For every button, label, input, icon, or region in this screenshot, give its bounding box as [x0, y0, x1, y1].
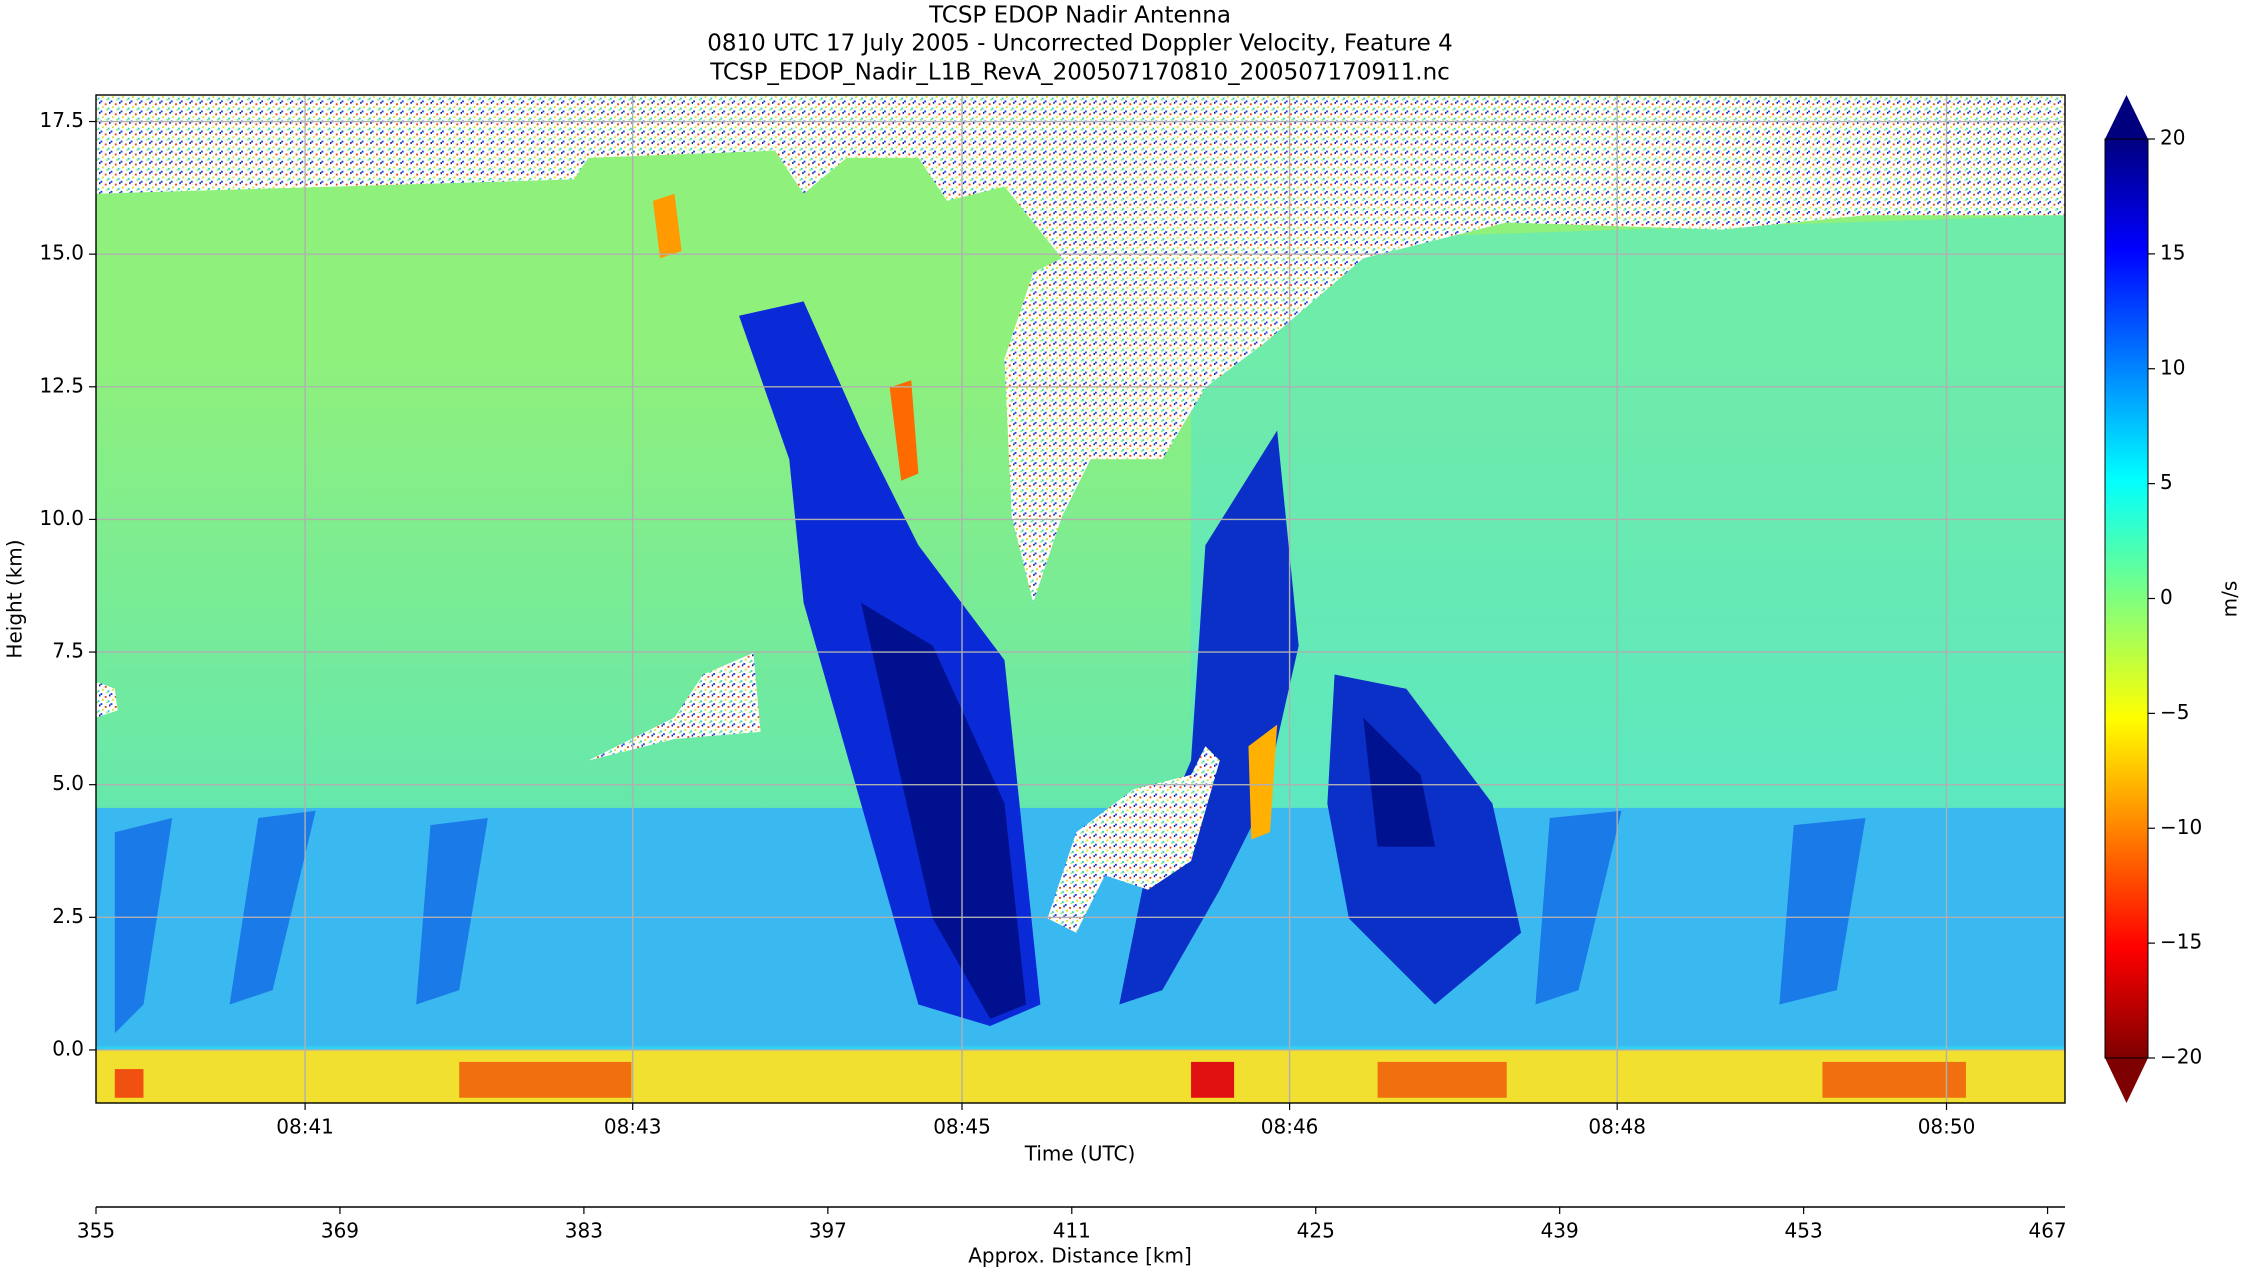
streak — [1248, 724, 1278, 840]
x-tick-label: 08:46 — [1261, 1115, 1319, 1139]
chart-subtitle: TCSP_EDOP_Nadir_L1B_RevA_200507170810_20… — [709, 60, 1450, 86]
x2-tick-label: 467 — [2028, 1219, 2066, 1243]
streak — [114, 817, 173, 1034]
streak — [416, 817, 488, 1005]
x2-tick-label: 369 — [321, 1219, 359, 1243]
surface-line — [96, 1046, 2065, 1051]
noise-region — [588, 652, 761, 761]
noise-region — [1047, 746, 1220, 933]
x2-tick-label: 355 — [77, 1219, 115, 1243]
y-tick-label: 15.0 — [39, 241, 84, 265]
noise-region — [96, 681, 118, 718]
surface-band — [96, 1047, 2065, 1104]
plume-core — [1363, 717, 1435, 847]
plot-frame — [95, 94, 2066, 1104]
y-tick-label: 0.0 — [52, 1036, 84, 1060]
x2-tick-label: 453 — [1785, 1219, 1823, 1243]
streak — [1779, 817, 1866, 1005]
x-tick-label: 08:50 — [1918, 1115, 1976, 1139]
chart-title: TCSP EDOP Nadir Antenna — [928, 3, 1231, 29]
colorbar-tick-label: −20 — [2160, 1045, 2202, 1069]
surface-patch — [459, 1061, 632, 1098]
y-tick-label: 10.0 — [39, 506, 84, 530]
colorbar-tick-label: −10 — [2160, 815, 2202, 839]
plume-core — [860, 602, 1027, 1019]
colorbar-tick-label: 0 — [2160, 585, 2173, 609]
colorbar — [2105, 139, 2148, 1058]
x2-axis-label: Approx. Distance [km] — [968, 1244, 1192, 1268]
x2-tick-label: 425 — [1297, 1219, 1335, 1243]
x-tick-label: 08:43 — [604, 1115, 662, 1139]
x-tick-label: 08:45 — [933, 1115, 991, 1139]
streak — [229, 810, 316, 1005]
x2-tick-label: 383 — [565, 1219, 603, 1243]
x2-tick-label: 411 — [1053, 1219, 1091, 1243]
heatmap-field — [96, 94, 2065, 1104]
x-tick-label: 08:48 — [1588, 1115, 1646, 1139]
surface-patch — [1191, 1061, 1235, 1098]
colorbar-extend-min — [2105, 1058, 2148, 1103]
y-tick-label: 2.5 — [52, 904, 84, 928]
chart-subtitle: 0810 UTC 17 July 2005 - Uncorrected Dopp… — [707, 31, 1452, 57]
surface-patch — [1822, 1061, 1966, 1098]
y-axis-label: Height (km) — [3, 539, 27, 658]
colorbar-tick-label: −5 — [2160, 700, 2189, 724]
colorbar-tick-label: 10 — [2160, 355, 2185, 379]
x-tick-label: 08:41 — [276, 1115, 334, 1139]
colorbar-tick-label: 20 — [2160, 126, 2185, 150]
y-tick-label: 17.5 — [39, 108, 84, 132]
colorbar-tick-label: 5 — [2160, 470, 2173, 494]
colorbar-tick-label: 15 — [2160, 240, 2185, 264]
streak — [652, 193, 682, 259]
x-axis-label: Time (UTC) — [1024, 1142, 1136, 1166]
streak — [1535, 810, 1622, 1005]
surface-patch — [114, 1069, 144, 1098]
x2-tick-label: 397 — [809, 1219, 847, 1243]
colorbar-tick-label: −15 — [2160, 930, 2202, 954]
surface-patch — [1377, 1061, 1507, 1098]
y-tick-label: 5.0 — [52, 771, 84, 795]
y-tick-label: 12.5 — [39, 373, 84, 397]
colorbar-extend-max — [2105, 95, 2148, 139]
heatmap-image — [96, 94, 2065, 1104]
streak — [889, 380, 919, 481]
y-tick-label: 7.5 — [52, 639, 84, 663]
colorbar-label: m/s — [2218, 581, 2242, 618]
x2-tick-label: 439 — [1541, 1219, 1579, 1243]
noise-region — [96, 94, 2065, 603]
